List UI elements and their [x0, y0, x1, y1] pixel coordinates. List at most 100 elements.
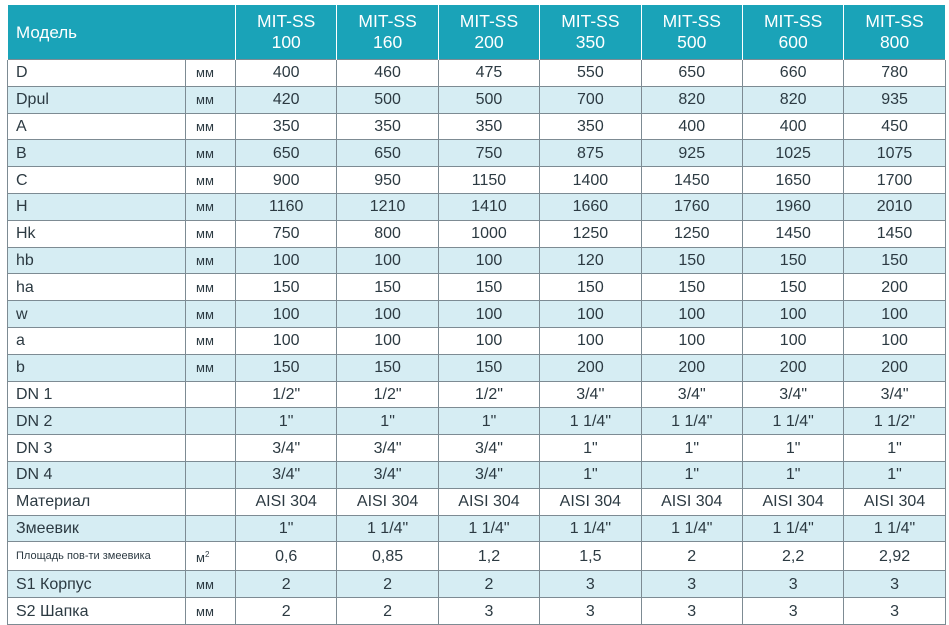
- value-cell: 1 1/4": [843, 514, 946, 543]
- model-size: 600: [778, 32, 808, 52]
- value-cell: 2: [234, 597, 338, 625]
- value-cell: 150: [336, 353, 439, 382]
- param-name: Змеевик: [7, 514, 186, 543]
- value-cell: 2010: [843, 192, 946, 221]
- param-name: A: [7, 112, 186, 141]
- param-unit: мм: [185, 112, 236, 141]
- value-cell: 200: [741, 353, 845, 382]
- table-row: Материал AISI 304 AISI 304 AISI 304 AISI 304…: [7, 487, 946, 516]
- value-cell: 2,92: [843, 541, 946, 572]
- value-cell: 100: [539, 300, 642, 328]
- value-cell: 1210: [336, 192, 439, 221]
- param-name: hb: [7, 246, 186, 275]
- value-cell: 1450: [843, 219, 946, 248]
- value-cell: 150: [843, 246, 946, 275]
- value-cell: 1 1/2": [843, 407, 946, 436]
- value-cell: 150: [437, 273, 541, 302]
- value-cell: 3/4": [336, 434, 439, 462]
- value-cell: 1": [234, 514, 338, 543]
- value-cell: 1": [539, 460, 642, 489]
- value-cell: 3/4": [437, 434, 541, 462]
- param-unit: м2: [185, 541, 236, 572]
- model-header-6: MIT-SS 800: [843, 4, 946, 60]
- value-cell: 3/4": [234, 460, 338, 489]
- table-row: Площадь пов-ти змеевика м2 0,6 0,85 1,2 1,5 2 2…: [7, 541, 946, 572]
- value-cell: 950: [336, 166, 439, 194]
- model-size: 160: [372, 32, 403, 52]
- value-cell: AISI 304: [234, 487, 338, 516]
- value-cell: 1,2: [437, 541, 541, 572]
- value-cell: 460: [336, 59, 439, 87]
- table-row: DN 1 1/2" 1/2" 1/2" 3/4'' 3/4" 3/4" 3/4": [7, 380, 946, 409]
- param-unit: [185, 380, 236, 409]
- value-cell: 150: [640, 273, 743, 302]
- value-cell: 100: [234, 326, 338, 355]
- value-cell: 3: [741, 570, 845, 599]
- table-row: Dpul мм 420 500 500 700 820 820 935: [7, 85, 946, 114]
- value-cell: 650: [336, 139, 439, 168]
- table-row: hb мм 100 100 100 120 150 150 150: [7, 246, 946, 275]
- model-name: MIT-SS: [358, 11, 417, 31]
- param-unit: [185, 487, 236, 516]
- param-name: Dpul: [7, 85, 186, 114]
- unit-text: мм: [196, 118, 214, 134]
- value-cell: AISI 304: [539, 487, 642, 516]
- value-cell: 3/4": [234, 434, 338, 462]
- value-cell: 0,6: [234, 541, 338, 572]
- value-cell: 3: [843, 570, 946, 599]
- value-cell: 1 1/4": [539, 407, 642, 436]
- value-cell: 1 1/4": [437, 514, 541, 543]
- value-cell: 750: [234, 219, 338, 248]
- table-row: DN 2 1" 1" 1" 1 1/4" 1 1/4" 1 1/4" 1 1/2": [7, 407, 946, 436]
- value-cell: 1": [640, 434, 743, 462]
- value-cell: AISI 304: [843, 487, 946, 516]
- value-cell: 900: [234, 166, 338, 194]
- unit-text: мм: [196, 252, 214, 268]
- param-name: D: [7, 59, 186, 87]
- unit-superscript: 2: [204, 550, 210, 560]
- value-cell: 2: [640, 541, 743, 572]
- value-cell: 100: [437, 326, 541, 355]
- value-cell: 1": [741, 460, 845, 489]
- table-row: Hk мм 750 800 1000 1250 1250 1450 1450: [7, 219, 946, 248]
- value-cell: 150: [234, 273, 338, 302]
- value-cell: 1450: [741, 219, 845, 248]
- table-row: b мм 150 150 150 200 200 200 200: [7, 353, 946, 382]
- model-name: MIT-SS: [561, 11, 620, 31]
- value-cell: 650: [234, 139, 338, 168]
- param-unit: [185, 460, 236, 489]
- value-cell: 1": [640, 460, 743, 489]
- value-cell: 475: [437, 59, 541, 87]
- value-cell: 100: [234, 300, 338, 328]
- value-cell: 100: [336, 326, 439, 355]
- table-row: a мм 100 100 100 100 100 100 100: [7, 326, 946, 355]
- value-cell: 1": [437, 407, 541, 436]
- value-cell: 1": [234, 407, 338, 436]
- value-cell: 820: [741, 85, 845, 114]
- value-cell: 200: [539, 353, 642, 382]
- value-cell: 1700: [843, 166, 946, 194]
- value-cell: 100: [437, 246, 541, 275]
- param-unit: мм: [185, 353, 236, 382]
- value-cell: 1960: [741, 192, 845, 221]
- param-name: b: [7, 353, 186, 382]
- table-row: S2 Шапка мм 2 2 3 3 3 3 3: [7, 597, 946, 625]
- value-cell: 150: [437, 353, 541, 382]
- param-unit: мм: [185, 166, 236, 194]
- value-cell: 1 1/4": [336, 514, 439, 543]
- value-cell: 200: [843, 353, 946, 382]
- value-cell: 100: [336, 300, 439, 328]
- unit-text: м: [196, 550, 205, 566]
- param-name: C: [7, 166, 186, 194]
- param-unit: мм: [185, 85, 236, 114]
- model-size: 200: [474, 32, 504, 52]
- model-name: MIT-SS: [257, 11, 316, 31]
- value-cell: 1/2": [336, 380, 439, 409]
- value-cell: 1250: [539, 219, 642, 248]
- model-header-0: MIT-SS 100: [234, 4, 338, 60]
- value-cell: 200: [640, 353, 743, 382]
- model-header-4: MIT-SS 500: [640, 4, 743, 60]
- model-header-1: MIT-SS 160: [336, 4, 439, 60]
